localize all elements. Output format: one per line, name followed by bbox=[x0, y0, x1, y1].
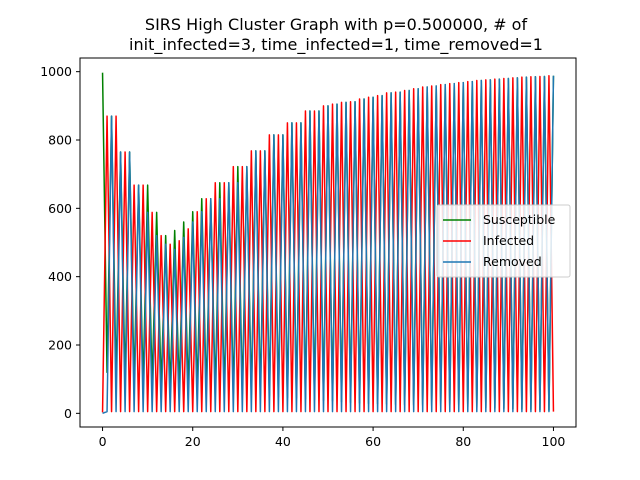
legend: Susceptible Infected Removed bbox=[436, 204, 571, 278]
legend-box bbox=[436, 204, 571, 278]
y-tick-label: 800 bbox=[48, 133, 72, 148]
x-tick-label: 40 bbox=[275, 434, 291, 449]
chart-title-line-2: init_infected=3, time_infected=1, time_r… bbox=[129, 35, 543, 55]
series-line-infected bbox=[101, 75, 555, 413]
y-tick-label: 1000 bbox=[40, 64, 72, 79]
y-tick-label: 0 bbox=[64, 406, 72, 421]
x-tick-label: 60 bbox=[365, 434, 381, 449]
x-tick-label: 20 bbox=[185, 434, 201, 449]
x-tick-label: 80 bbox=[455, 434, 471, 449]
x-axis-ticks: 0 20 40 60 80 100 bbox=[99, 427, 566, 449]
chart-title-line-1: SIRS High Cluster Graph with p=0.500000,… bbox=[145, 15, 528, 34]
x-tick-label: 100 bbox=[542, 434, 566, 449]
series-layer bbox=[101, 72, 555, 415]
x-tick-label: 0 bbox=[99, 434, 107, 449]
y-tick-label: 600 bbox=[48, 201, 72, 216]
series-line-removed bbox=[102, 75, 555, 415]
y-tick-label: 400 bbox=[48, 269, 72, 284]
legend-label-infected: Infected bbox=[483, 233, 534, 248]
y-axis-ticks: 0 200 400 600 800 1000 bbox=[40, 64, 80, 421]
legend-label-removed: Removed bbox=[483, 254, 542, 269]
y-tick-label: 200 bbox=[48, 338, 72, 353]
plot-frame bbox=[79, 57, 577, 428]
legend-label-susceptible: Susceptible bbox=[483, 212, 556, 227]
